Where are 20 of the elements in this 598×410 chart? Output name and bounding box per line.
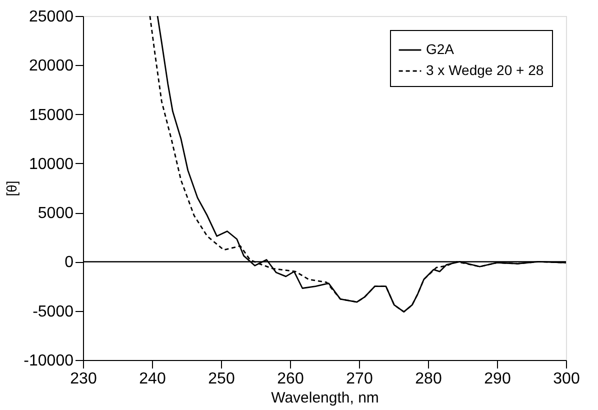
y-tick-label: -10000 <box>24 352 74 370</box>
x-tick-label: 230 <box>70 370 97 388</box>
x-tick-label: 270 <box>346 370 373 388</box>
y-axis-title: [θ] <box>4 180 20 196</box>
x-tick-label: 240 <box>139 370 166 388</box>
x-axis-title: Wavelength, nm <box>271 390 379 406</box>
x-tick-label: 290 <box>484 370 511 388</box>
x-tick-label: 300 <box>553 370 580 388</box>
x-tick-label: 280 <box>415 370 442 388</box>
legend-label: 3 x Wedge 20 + 28 <box>426 62 544 78</box>
y-tick-label: 10000 <box>29 156 74 173</box>
y-tick-label: 20000 <box>29 58 74 75</box>
y-tick-label: 5000 <box>38 205 74 222</box>
x-tick-label: 260 <box>277 370 304 388</box>
x-tick-label: 250 <box>208 370 235 388</box>
y-tick-label: 15000 <box>29 106 74 124</box>
y-tick-label: 0 <box>64 254 74 272</box>
y-tick-label: 25000 <box>29 8 74 26</box>
y-tick-label: -5000 <box>32 303 74 320</box>
legend-label: G2A <box>426 41 455 57</box>
